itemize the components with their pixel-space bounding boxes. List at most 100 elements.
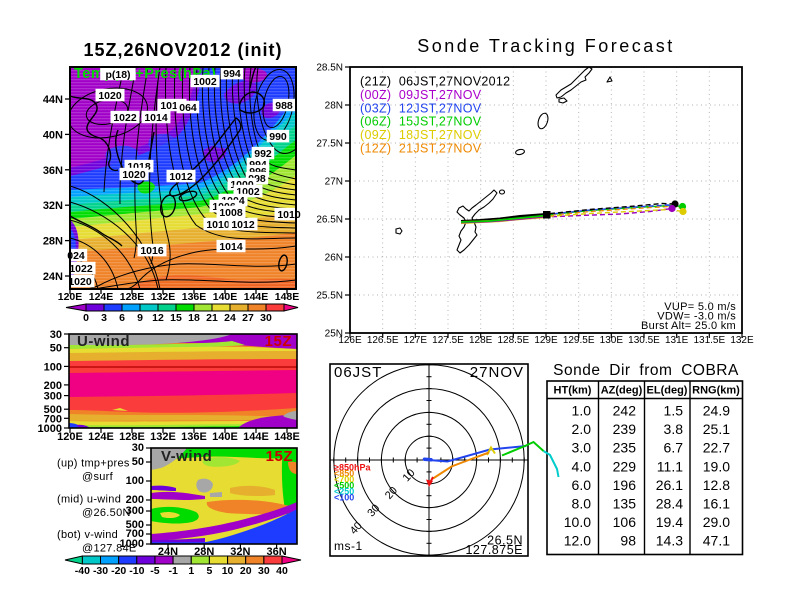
svg-text:06JST: 06JST bbox=[334, 364, 382, 381]
svg-text:6: 6 bbox=[119, 312, 125, 324]
svg-text:<850: <850 bbox=[334, 469, 354, 479]
svg-text:25.1: 25.1 bbox=[703, 421, 730, 437]
svg-text:22.7: 22.7 bbox=[703, 440, 730, 456]
svg-text:1000: 1000 bbox=[120, 538, 144, 550]
svg-text:-20: -20 bbox=[111, 565, 126, 577]
svg-text:200: 200 bbox=[44, 380, 62, 392]
svg-text:196: 196 bbox=[613, 477, 637, 493]
svg-text:40N: 40N bbox=[43, 129, 63, 141]
svg-text:990: 990 bbox=[269, 131, 287, 143]
svg-text:131E: 131E bbox=[665, 335, 689, 346]
svg-text:15Z,26NOV2012 (init): 15Z,26NOV2012 (init) bbox=[83, 40, 282, 60]
svg-text:8.0: 8.0 bbox=[572, 496, 592, 512]
svg-text:25.5N: 25.5N bbox=[316, 291, 343, 302]
svg-text:24N: 24N bbox=[43, 271, 63, 283]
svg-text:@26.50N: @26.50N bbox=[82, 507, 131, 519]
svg-text:132E: 132E bbox=[150, 431, 176, 443]
svg-text:-40: -40 bbox=[75, 565, 90, 577]
svg-text:128E: 128E bbox=[119, 431, 145, 443]
svg-text:27.5N: 27.5N bbox=[316, 139, 343, 150]
svg-text:12.0: 12.0 bbox=[564, 533, 591, 549]
svg-text:126E: 126E bbox=[338, 335, 362, 346]
svg-text:229: 229 bbox=[613, 458, 637, 474]
svg-text:10: 10 bbox=[222, 565, 234, 577]
svg-text:1010: 1010 bbox=[277, 209, 301, 221]
svg-text:242: 242 bbox=[613, 403, 637, 419]
svg-text:4.0: 4.0 bbox=[572, 458, 592, 474]
svg-text:40: 40 bbox=[276, 565, 288, 577]
svg-text:988: 988 bbox=[275, 100, 293, 112]
svg-text:1022: 1022 bbox=[69, 263, 93, 275]
svg-text:1010: 1010 bbox=[206, 219, 230, 231]
svg-text:1008: 1008 bbox=[219, 207, 243, 219]
svg-text:27: 27 bbox=[242, 312, 254, 324]
svg-text:9: 9 bbox=[137, 312, 143, 324]
svg-text:132E: 132E bbox=[151, 291, 176, 303]
svg-text:148E: 148E bbox=[275, 291, 300, 303]
svg-text:50: 50 bbox=[132, 456, 144, 468]
svg-text:32N: 32N bbox=[43, 200, 63, 212]
svg-text:1012: 1012 bbox=[169, 171, 193, 183]
svg-text:(mid) u-wind: (mid) u-wind bbox=[57, 494, 121, 506]
svg-text:(21Z) 06JST,27NOV2012: (21Z) 06JST,27NOV2012 bbox=[360, 75, 510, 89]
svg-text:024: 024 bbox=[67, 250, 85, 262]
svg-text:10.0: 10.0 bbox=[564, 514, 591, 530]
svg-text:127.875E: 127.875E bbox=[465, 543, 523, 557]
svg-text:28.5N: 28.5N bbox=[316, 63, 343, 74]
svg-text:128E: 128E bbox=[469, 335, 493, 346]
svg-text:1.5: 1.5 bbox=[664, 403, 684, 419]
svg-text:(bot) v-wind: (bot) v-wind bbox=[57, 529, 118, 541]
svg-text:11.1: 11.1 bbox=[657, 458, 683, 474]
svg-text:136E: 136E bbox=[182, 291, 207, 303]
svg-text:15Z: 15Z bbox=[265, 333, 292, 350]
svg-text:2.0: 2.0 bbox=[572, 421, 592, 437]
svg-text:144E: 144E bbox=[243, 431, 269, 443]
svg-text:19.4: 19.4 bbox=[656, 514, 683, 530]
svg-text:100: 100 bbox=[126, 475, 144, 487]
svg-text:Sonde Dir from COBRA: Sonde Dir from COBRA bbox=[553, 362, 739, 379]
svg-text:30: 30 bbox=[258, 565, 270, 577]
svg-text:<100: <100 bbox=[334, 493, 354, 503]
svg-text:129.5E: 129.5E bbox=[563, 335, 595, 346]
svg-text:135: 135 bbox=[613, 496, 637, 512]
svg-text:ms-1: ms-1 bbox=[334, 539, 363, 553]
svg-text:26.5N: 26.5N bbox=[487, 534, 523, 548]
svg-text:235: 235 bbox=[613, 440, 637, 456]
svg-text:36N: 36N bbox=[43, 165, 63, 177]
svg-text:HT(km): HT(km) bbox=[554, 385, 592, 397]
svg-text:1020: 1020 bbox=[122, 169, 146, 181]
svg-text:27N: 27N bbox=[325, 177, 343, 188]
svg-text:25N: 25N bbox=[325, 329, 343, 340]
svg-text:30: 30 bbox=[260, 312, 272, 324]
svg-text:30: 30 bbox=[50, 329, 62, 341]
svg-text:<700: <700 bbox=[334, 475, 354, 485]
svg-text:47.1: 47.1 bbox=[703, 533, 730, 549]
svg-text:6.7: 6.7 bbox=[664, 440, 684, 456]
svg-text:300: 300 bbox=[44, 391, 62, 403]
svg-text:700: 700 bbox=[44, 413, 62, 425]
svg-text:124E: 124E bbox=[88, 431, 114, 443]
svg-text:992: 992 bbox=[254, 148, 272, 160]
svg-text:1012: 1012 bbox=[231, 219, 255, 231]
svg-text:1022: 1022 bbox=[113, 112, 137, 124]
svg-text:@surf: @surf bbox=[82, 471, 114, 483]
svg-text:27NOV: 27NOV bbox=[470, 364, 524, 381]
svg-text:24N: 24N bbox=[158, 546, 178, 558]
svg-text:1020: 1020 bbox=[68, 276, 92, 288]
svg-text:300: 300 bbox=[126, 505, 144, 517]
svg-text:0: 0 bbox=[83, 312, 89, 324]
svg-text:RNG(km): RNG(km) bbox=[692, 385, 740, 397]
svg-text:1014: 1014 bbox=[219, 241, 243, 253]
svg-text:120E: 120E bbox=[57, 431, 83, 443]
svg-text:AZ(deg): AZ(deg) bbox=[601, 385, 643, 397]
svg-text:-30: -30 bbox=[93, 565, 108, 577]
svg-text:24.9: 24.9 bbox=[703, 403, 730, 419]
svg-text:1020: 1020 bbox=[98, 90, 122, 102]
svg-text:239: 239 bbox=[613, 421, 637, 437]
svg-text:(06Z) 15JST,27NOV: (06Z) 15JST,27NOV bbox=[360, 115, 482, 129]
svg-text:140E: 140E bbox=[213, 291, 238, 303]
svg-text:126.5E: 126.5E bbox=[367, 335, 399, 346]
svg-text:994: 994 bbox=[223, 68, 241, 80]
svg-text:32N: 32N bbox=[230, 546, 250, 558]
svg-text:30: 30 bbox=[132, 442, 144, 454]
